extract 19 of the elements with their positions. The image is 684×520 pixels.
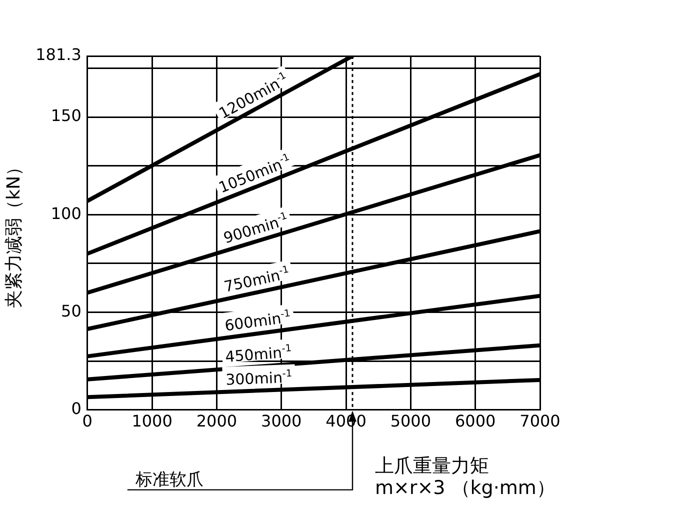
x-tick-label: 6000 bbox=[454, 412, 496, 431]
y-tick-label: 150 bbox=[50, 106, 82, 126]
x-tick-label: 7000 bbox=[520, 412, 560, 431]
x-tick-label: 1000 bbox=[132, 412, 172, 431]
text: 600min-1 bbox=[224, 308, 292, 335]
y-axis-title: 夹紧力减弱（kN） bbox=[3, 158, 24, 308]
y-tick-label: 0 bbox=[71, 398, 82, 418]
y-tick-label: 50 bbox=[61, 301, 82, 320]
y-tick-label: 100 bbox=[50, 204, 82, 223]
y-tick-label: 181.3 bbox=[36, 45, 82, 64]
series-label: 450min-1 bbox=[224, 343, 292, 366]
series-label: 300min-1 bbox=[225, 368, 292, 389]
x-tick-label: 3000 bbox=[261, 412, 302, 431]
text: 900min-1 bbox=[221, 210, 288, 248]
text: 750min-1 bbox=[222, 264, 290, 296]
ref-line-label: 标准软爪 bbox=[134, 470, 204, 490]
x-tick-label: 5000 bbox=[390, 412, 432, 431]
x-tick-label: 2000 bbox=[196, 412, 238, 431]
x-axis-title: 上爪重量力矩 m×r×3 （kg·mm） bbox=[375, 454, 556, 499]
